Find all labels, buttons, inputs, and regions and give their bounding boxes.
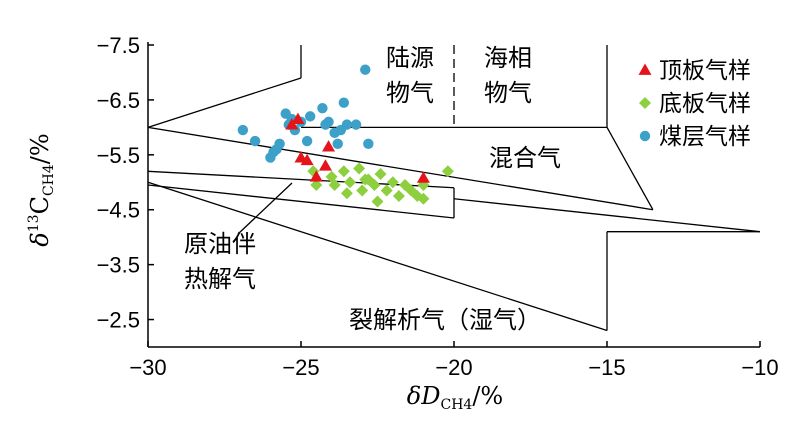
data-point-circle bbox=[237, 124, 249, 136]
legend-item: 顶板气样 bbox=[638, 58, 751, 84]
y-tick-label: −7.5 bbox=[97, 33, 140, 58]
data-point-circle bbox=[350, 119, 362, 130]
region-label-oil-associated: 原油伴 bbox=[184, 230, 256, 258]
region-label-marine: 海相 bbox=[484, 44, 532, 72]
data-point-circle bbox=[274, 138, 285, 150]
y-tick-label: −6.5 bbox=[97, 88, 140, 113]
data-point-diamond bbox=[310, 179, 323, 192]
boundary-crack-lower bbox=[147, 181, 608, 332]
data-point-diamond bbox=[343, 176, 356, 189]
y-tick-label: −4.5 bbox=[97, 198, 140, 223]
x-axis-title: δDCH4/% bbox=[407, 382, 503, 413]
data-point-triangle bbox=[300, 153, 314, 166]
data-point-diamond bbox=[359, 173, 372, 186]
boundary-lines bbox=[147, 45, 761, 332]
legend-label: 顶板气样 bbox=[659, 58, 751, 84]
y-axis-title-sup: 13 bbox=[26, 214, 42, 232]
data-point-triangle bbox=[291, 112, 305, 125]
x-tick-label: −25 bbox=[282, 355, 319, 380]
y-axis-title-main: C bbox=[26, 196, 54, 214]
x-ticks: −30 −25 −20 −15 −10 bbox=[129, 341, 779, 380]
data-point-diamond bbox=[353, 162, 366, 175]
data-point-circle bbox=[268, 146, 279, 158]
y-ticks: −7.5 −6.5 −5.5 −4.5 −3.5 −2.5 bbox=[97, 33, 154, 333]
boundary-mixed-upper bbox=[147, 126, 654, 211]
region-label-mixed: 混合气 bbox=[489, 144, 561, 172]
data-point-diamond bbox=[340, 187, 353, 200]
data-point-circle bbox=[304, 111, 316, 122]
data-point-circle bbox=[332, 138, 343, 150]
data-point-circle bbox=[301, 135, 313, 147]
data-point-circle bbox=[249, 135, 261, 147]
series-triangle bbox=[285, 112, 430, 183]
legend-item: 底板气样 bbox=[639, 91, 751, 117]
x-tick-label: −10 bbox=[741, 355, 778, 380]
data-point-diamond bbox=[368, 179, 381, 192]
legend-label: 煤层气样 bbox=[659, 124, 751, 150]
data-point-diamond bbox=[328, 179, 341, 192]
region-label-oil-associated: 热解气 bbox=[184, 265, 256, 293]
boundary-oil-lower bbox=[147, 184, 455, 219]
data-point-triangle bbox=[322, 140, 336, 152]
data-point-diamond bbox=[371, 195, 384, 208]
data-point-circle bbox=[320, 119, 331, 130]
data-point-circle bbox=[360, 64, 371, 75]
x-tick-label: −30 bbox=[129, 355, 166, 380]
x-tick-label: −20 bbox=[435, 355, 472, 380]
y-axis-title-prefix: δ bbox=[26, 232, 54, 246]
data-point-diamond bbox=[380, 184, 393, 197]
data-point-triangle bbox=[416, 171, 430, 183]
boundary-mixed-right bbox=[606, 127, 654, 211]
x-axis-title-sub: CH4 bbox=[440, 397, 472, 413]
y-axis-title: δ13CCH4/% bbox=[26, 133, 57, 246]
data-point-diamond bbox=[392, 190, 405, 202]
legend-marker-circle bbox=[639, 130, 651, 142]
data-point-triangle bbox=[318, 159, 332, 171]
y-tick-label: −2.5 bbox=[97, 308, 140, 333]
data-point-diamond bbox=[337, 165, 350, 178]
legend-label: 底板气样 bbox=[659, 91, 751, 117]
data-point-circle bbox=[363, 138, 374, 150]
data-point-circle bbox=[317, 102, 328, 114]
y-tick-label: −5.5 bbox=[97, 143, 140, 168]
data-point-diamond bbox=[356, 184, 369, 197]
series-diamond bbox=[307, 162, 454, 208]
boundary-crack-tip bbox=[453, 198, 761, 233]
data-point-diamond bbox=[374, 168, 387, 181]
x-tick-label: −15 bbox=[588, 355, 625, 380]
region-label-marine: 物气 bbox=[484, 79, 532, 107]
boundary-outer-upper bbox=[147, 77, 302, 128]
oil-region-pointer bbox=[237, 182, 293, 235]
data-point-circle bbox=[338, 97, 350, 108]
region-label-continental: 陆源 bbox=[386, 44, 434, 72]
y-tick-label: −3.5 bbox=[97, 253, 140, 278]
data-point-circle bbox=[335, 124, 346, 136]
data-point-diamond bbox=[386, 176, 399, 189]
data-point-diamond bbox=[411, 190, 424, 202]
legend-item: 煤层气样 bbox=[639, 124, 751, 150]
legend-marker-triangle bbox=[638, 63, 652, 75]
data-points bbox=[237, 64, 454, 208]
legend-marker-diamond bbox=[639, 97, 651, 109]
data-point-triangle bbox=[309, 170, 323, 182]
x-axis-title-main: δD bbox=[407, 382, 441, 410]
x-axis-title-unit: /% bbox=[472, 382, 503, 410]
y-axis-title-unit: /% bbox=[26, 133, 54, 164]
series-circle bbox=[237, 64, 374, 163]
y-axis-title-sub: CH4 bbox=[41, 164, 57, 196]
region-label-cracking: 裂解析气（湿气） bbox=[349, 306, 541, 334]
data-point-diamond bbox=[441, 165, 454, 178]
region-label-continental: 物气 bbox=[386, 79, 434, 107]
axes: −30 −25 −20 −15 −10 −7.5 −6.5 −5.5 −4.5 −3.5 −2.5 bbox=[97, 33, 779, 380]
